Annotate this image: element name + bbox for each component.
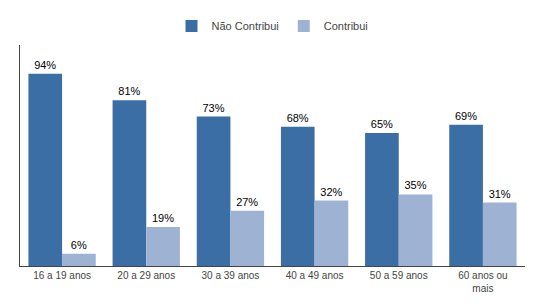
svg-text:Contribui: Contribui (324, 20, 368, 32)
svg-text:30 a 39 anos: 30 a 39 anos (202, 270, 260, 281)
svg-text:27%: 27% (236, 196, 258, 208)
svg-text:Não Contribui: Não Contribui (212, 20, 279, 32)
svg-text:40 a 49 anos: 40 a 49 anos (286, 270, 344, 281)
svg-text:16 a 19 anos: 16 a 19 anos (33, 270, 91, 281)
svg-text:50 a 59 anos: 50 a 59 anos (370, 270, 428, 281)
svg-text:65%: 65% (371, 118, 393, 130)
svg-text:69%: 69% (455, 110, 477, 122)
svg-text:68%: 68% (287, 112, 309, 124)
svg-text:94%: 94% (34, 59, 56, 71)
svg-text:20 a 29 anos: 20 a 29 anos (117, 270, 175, 281)
svg-text:73%: 73% (202, 102, 224, 114)
svg-text:60 anos oumais: 60 anos oumais (458, 270, 508, 294)
svg-text:32%: 32% (320, 186, 342, 198)
svg-text:31%: 31% (489, 188, 511, 200)
svg-text:35%: 35% (404, 179, 426, 191)
svg-text:19%: 19% (152, 212, 174, 224)
svg-text:6%: 6% (71, 239, 87, 251)
svg-text:81%: 81% (118, 85, 140, 97)
